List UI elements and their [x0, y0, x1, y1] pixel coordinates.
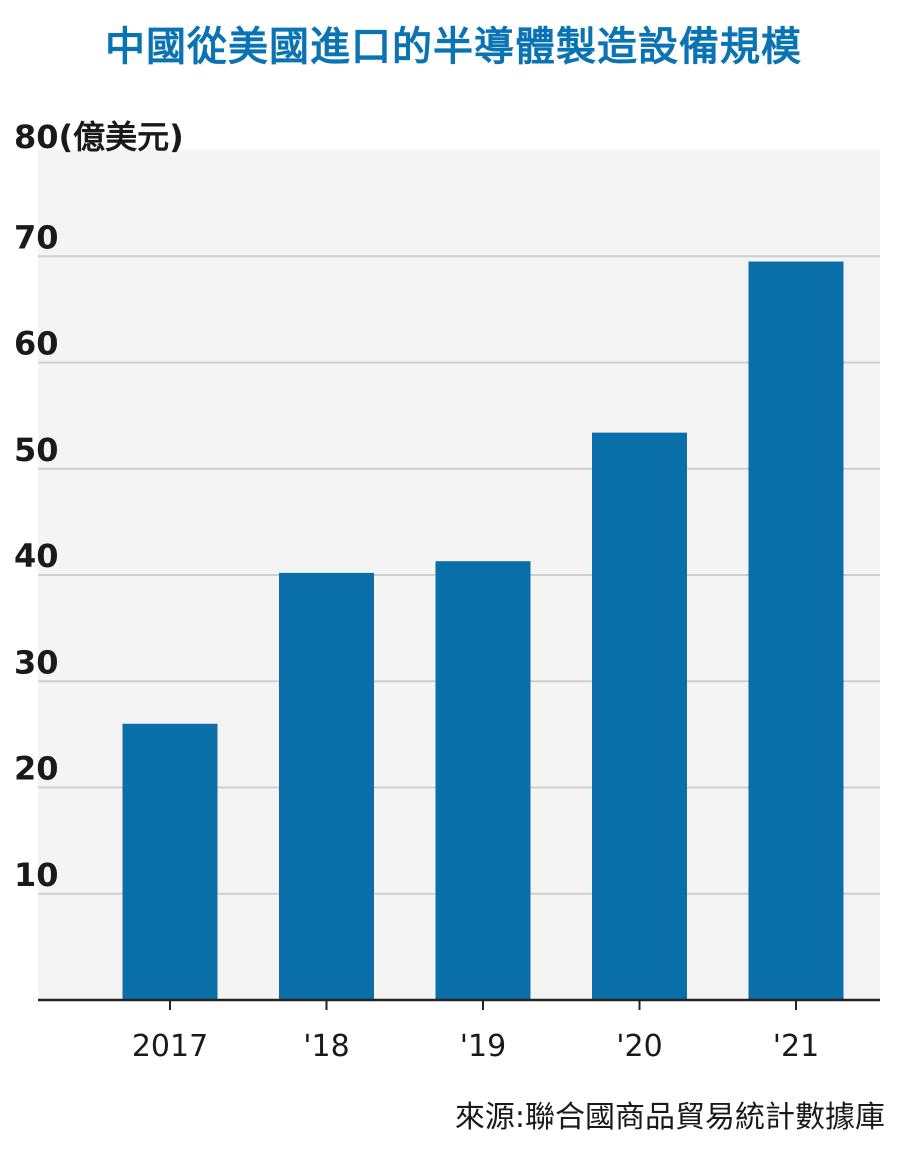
y-tick-label: 20: [14, 750, 59, 788]
bar: [279, 572, 374, 1000]
y-tick-label: 30: [14, 643, 59, 681]
x-tick-label: '20: [616, 1029, 662, 1064]
bar: [435, 561, 531, 1000]
y-tick-label: 50: [14, 431, 59, 469]
x-tick-label: '18: [303, 1029, 349, 1064]
y-tick-label: 60: [14, 325, 59, 363]
source-note: 來源:聯合國商品貿易統計數據庫: [454, 1100, 885, 1135]
bar: [122, 723, 218, 1000]
bar: [748, 261, 844, 1000]
y-tick-label: 70: [14, 218, 59, 256]
x-tick-label: '19: [460, 1029, 506, 1064]
y-tick-label: 10: [14, 856, 59, 894]
y-tick-label: 40: [14, 537, 59, 575]
chart-title: 中國從美國進口的半導體製造設備規模: [105, 24, 802, 70]
x-tick-label: 2017: [132, 1029, 208, 1064]
x-tick-label: '21: [773, 1029, 819, 1064]
bar: [592, 432, 687, 1000]
y-axis-unit-label: 80(億美元): [14, 118, 184, 156]
